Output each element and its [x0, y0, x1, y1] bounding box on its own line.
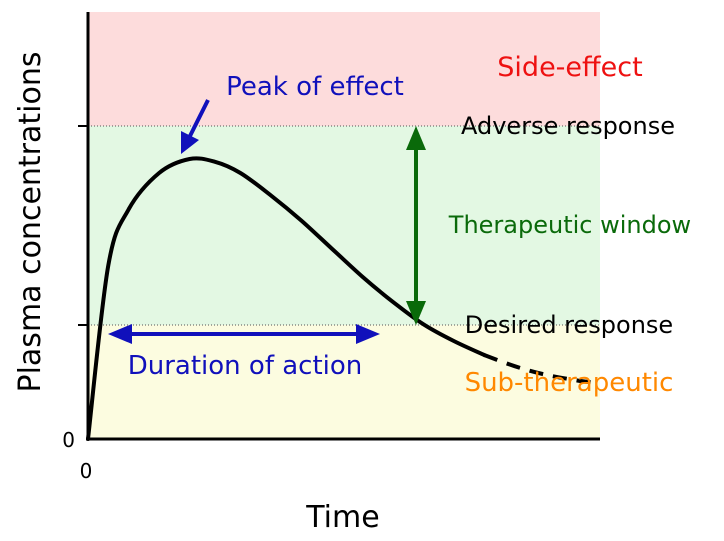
concentration-curve-tail: [483, 353, 597, 385]
side-effect-zone: [88, 12, 600, 126]
therapeutic-window-arrowhead-bottom: [406, 301, 426, 325]
sub-therapeutic-zone: [88, 325, 600, 439]
x-tick-label-zero: 0: [80, 459, 93, 483]
peak-pointer-arrowhead: [181, 131, 199, 154]
y-axis-title: Plasma concentrations: [13, 52, 48, 393]
therapeutic-window-arrowhead-top: [406, 126, 426, 150]
x-axis-title: Time: [305, 500, 379, 535]
desired-response-label: Desired response: [465, 311, 673, 339]
concentration-curve: [86, 156, 487, 441]
duration-arrowhead-left: [108, 324, 132, 344]
y-tick-label-zero: 0: [62, 428, 75, 452]
side-effect-label: Side-effect: [497, 52, 642, 83]
duration-of-action-label: Duration of action: [128, 351, 363, 381]
therapeutic-zone: [88, 126, 600, 325]
duration-arrowhead-right: [356, 324, 380, 344]
therapeutic-window-label: Therapeutic window: [448, 211, 691, 239]
adverse-response-label: Adverse response: [461, 112, 675, 140]
sub-therapeutic-label: Sub-therapeutic: [465, 368, 674, 398]
peak-pointer-arrow: [188, 99, 210, 137]
peak-of-effect-label: Peak of effect: [226, 72, 404, 102]
